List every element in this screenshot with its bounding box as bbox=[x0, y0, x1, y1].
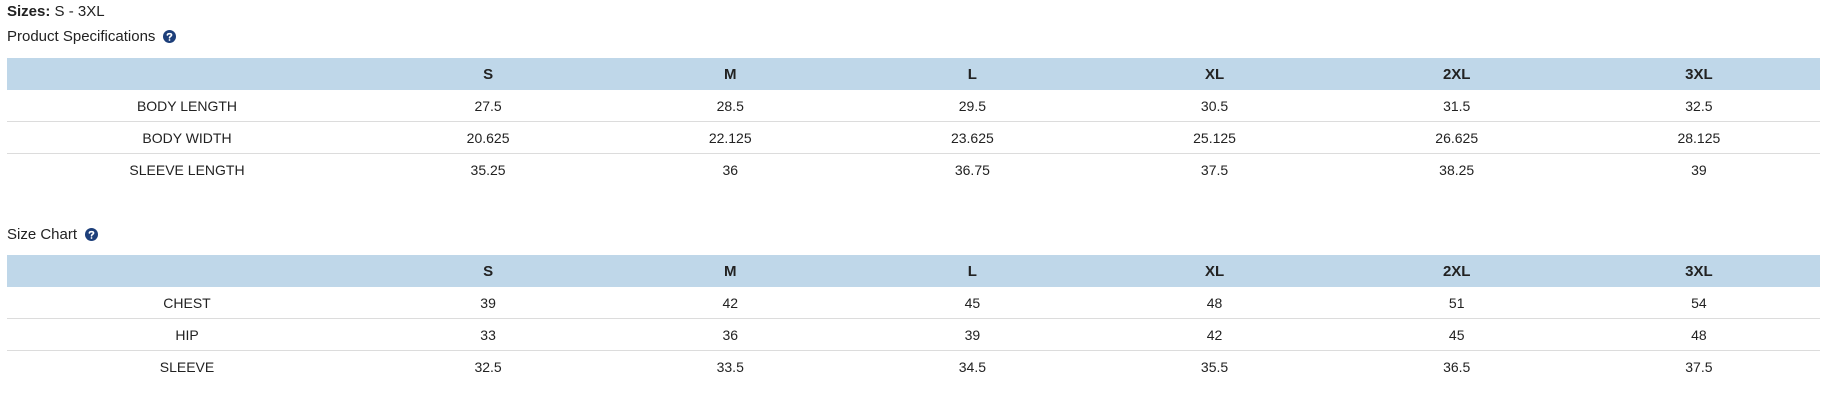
value-cell: 25.125 bbox=[1093, 121, 1336, 154]
header-row: S M L XL 2XL 3XL bbox=[7, 255, 1820, 287]
value-cell: 34.5 bbox=[958, 358, 987, 375]
value-cell: 26.625 bbox=[1335, 121, 1578, 154]
row-label: CHEST bbox=[7, 287, 367, 319]
spec-table: S M L XL 2XL 3XL CHEST 39 42 45 48 51 54 HIP 33 36 39 42 4… bbox=[7, 255, 1820, 382]
value-cell: 20.625 bbox=[367, 121, 610, 154]
value-cell: 42 bbox=[1093, 318, 1336, 351]
value-cell: 37.5 bbox=[1685, 358, 1713, 375]
help-icon[interactable] bbox=[85, 228, 99, 241]
sizes-value: S - 3XL bbox=[54, 3, 105, 20]
value-cell: 39 bbox=[851, 318, 1094, 351]
value-cell: 32.5 bbox=[1577, 90, 1820, 122]
value-cell: 39 bbox=[1691, 161, 1707, 178]
row-label: BODY WIDTH bbox=[7, 121, 367, 154]
value-cell: 31.5 bbox=[1335, 90, 1578, 122]
value-cell: 36 bbox=[722, 161, 739, 178]
header-cell: S bbox=[367, 58, 610, 90]
spec-table: S M L XL 2XL 3XL BODY LENGTH 27.5 28.5 29.5 30.5 31… bbox=[7, 58, 1820, 185]
header-cell: L bbox=[851, 255, 1094, 287]
value-cell: 23.625 bbox=[851, 121, 1094, 154]
value-cell: 35.5 bbox=[1200, 358, 1229, 375]
value-cell: 45 bbox=[1335, 318, 1578, 351]
section-title: Size Chart bbox=[7, 226, 99, 243]
value-cell: 36 bbox=[609, 318, 852, 351]
value-cell: 48 bbox=[1577, 318, 1820, 351]
value-cell: 36.75 bbox=[954, 161, 990, 178]
value-cell: 28.5 bbox=[609, 90, 852, 122]
header-cell: M bbox=[609, 255, 852, 287]
value-cell: 22.125 bbox=[609, 121, 852, 154]
value-cell: 33 bbox=[367, 318, 610, 351]
sizes-line: Sizes: S - 3XL bbox=[7, 3, 105, 20]
help-icon[interactable] bbox=[163, 30, 177, 43]
value-cell: 54 bbox=[1577, 287, 1820, 319]
header-cell bbox=[7, 255, 367, 287]
value-cell: 37.5 bbox=[1200, 161, 1229, 178]
value-cell: 30.5 bbox=[1093, 90, 1336, 122]
value-cell: 27.5 bbox=[367, 90, 610, 122]
value-cell: 39 bbox=[367, 287, 610, 319]
data-row: CHEST 39 42 45 48 51 54 bbox=[7, 287, 1820, 319]
value-cell: 42 bbox=[609, 287, 852, 319]
row-label: HIP bbox=[7, 318, 367, 351]
section-title: Product Specifications bbox=[7, 28, 177, 45]
header-cell: XL bbox=[1093, 255, 1336, 287]
header-cell: M bbox=[609, 58, 852, 90]
value-cell: 33.5 bbox=[716, 358, 744, 375]
value-cell: 35.25 bbox=[470, 161, 506, 178]
header-cell bbox=[7, 58, 367, 90]
section-title-text: Size Chart bbox=[7, 226, 78, 243]
value-cell: 28.125 bbox=[1577, 121, 1820, 154]
row-label: BODY LENGTH bbox=[7, 90, 367, 122]
header-cell: 3XL bbox=[1577, 255, 1820, 287]
header-row: S M L XL 2XL 3XL bbox=[7, 58, 1820, 90]
value-cell: 36.5 bbox=[1443, 358, 1471, 375]
value-cell: 45 bbox=[851, 287, 1094, 319]
data-row: SLEEVE LENGTH 35.25 36 36.75 37.5 38.25 39 bbox=[7, 154, 1820, 186]
row-label: SLEEVE bbox=[159, 358, 215, 375]
header-cell: S bbox=[367, 255, 610, 287]
value-cell: 29.5 bbox=[851, 90, 1094, 122]
header-cell: 2XL bbox=[1335, 255, 1578, 287]
header-cell: 3XL bbox=[1577, 58, 1820, 90]
section-title-text: Product Specifications bbox=[7, 28, 156, 45]
data-row: SLEEVE 32.5 33.5 34.5 35.5 36.5 37.5 bbox=[7, 351, 1820, 383]
value-cell: 38.25 bbox=[1439, 161, 1475, 178]
header-cell: L bbox=[851, 58, 1094, 90]
data-row: HIP 33 36 39 42 45 48 bbox=[7, 318, 1820, 351]
row-label: SLEEVE LENGTH bbox=[129, 161, 245, 178]
data-row: BODY LENGTH 27.5 28.5 29.5 30.5 31.5 32.5 bbox=[7, 90, 1820, 122]
header-cell: 2XL bbox=[1335, 58, 1578, 90]
header-cell: XL bbox=[1093, 58, 1336, 90]
value-cell: 51 bbox=[1335, 287, 1578, 319]
value-cell: 48 bbox=[1093, 287, 1336, 319]
value-cell: 32.5 bbox=[474, 358, 502, 375]
sizes-label: Sizes: bbox=[7, 3, 51, 20]
data-row: BODY WIDTH 20.625 22.125 23.625 25.125 26.625… bbox=[7, 121, 1820, 154]
